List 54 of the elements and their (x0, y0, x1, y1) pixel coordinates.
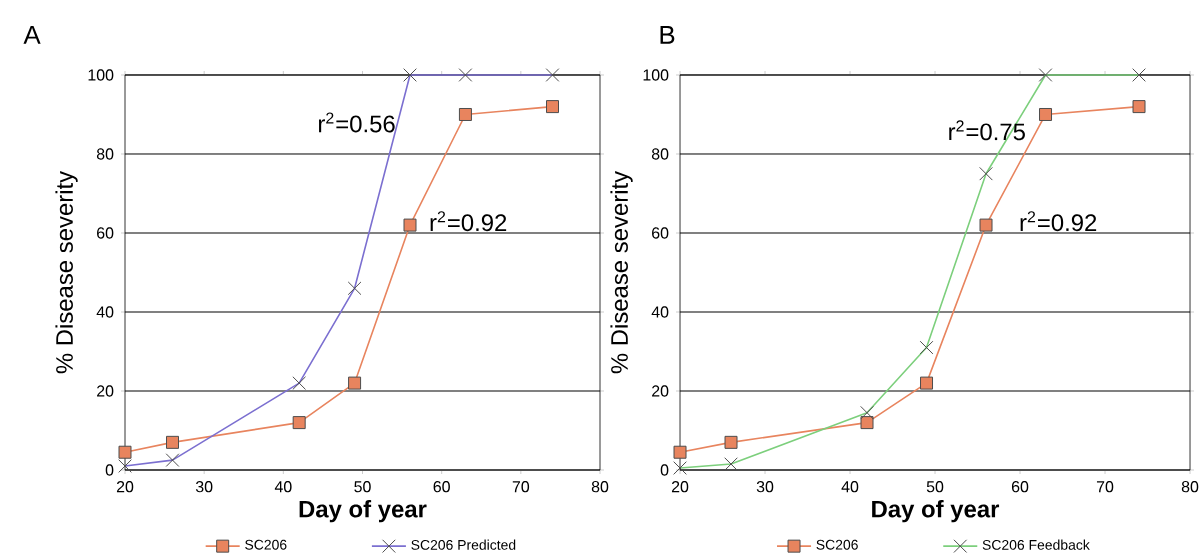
y-tick-label: 20 (97, 385, 114, 397)
y-tick-label: 20 (652, 385, 669, 397)
point (118, 445, 132, 459)
x-tick-label: 20 (671, 481, 689, 493)
annotation: r$^{2}$=0.56 (319, 112, 395, 133)
x-tick-label: 30 (195, 481, 213, 493)
x-axis-title: Day of year (299, 500, 427, 523)
y-tick-label: 0 (105, 464, 114, 476)
x-tick-label: 40 (841, 481, 859, 493)
y-tick-label: 60 (97, 227, 114, 239)
x-tick-label: 50 (926, 481, 944, 493)
y-tick-label: 100 (643, 69, 669, 81)
point (348, 376, 362, 390)
x-tick-label: 50 (354, 481, 371, 493)
y-tick-label: 60 (652, 227, 669, 239)
y-axis-title: % Disease severity (610, 170, 633, 374)
chart-title: B (660, 25, 675, 44)
y-tick-label: 80 (651, 148, 669, 160)
point (1132, 100, 1146, 114)
y-tick-label: 40 (651, 306, 669, 318)
annotation: r$^{2}$=0.92 (430, 211, 507, 232)
y-tick-label: 0 (660, 464, 669, 476)
point (292, 416, 306, 430)
legend-label: SC206 Predicted (411, 539, 516, 550)
point (673, 445, 687, 459)
x-tick-label: 30 (756, 481, 774, 493)
annotation: r$^{2}$=0.92 (1020, 211, 1097, 232)
y-tick-label: 40 (96, 306, 114, 318)
point (860, 416, 874, 430)
legend-label: SC206 Feedback (982, 539, 1090, 550)
point (920, 376, 934, 390)
annotation: r$^{2}$=0.75 (949, 120, 1025, 141)
x-tick-label: 70 (1096, 481, 1114, 493)
y-axis-title: % Disease severity (55, 170, 78, 374)
y-tick-label: 80 (96, 148, 114, 160)
x-tick-label: 40 (274, 481, 292, 493)
x-axis-title: Day of year (872, 500, 1000, 523)
x-tick-label: 60 (433, 481, 450, 493)
legend-label: SC206 (245, 539, 287, 550)
point (458, 107, 472, 121)
x-tick-label: 70 (512, 481, 530, 493)
point (166, 435, 180, 449)
point (979, 218, 993, 232)
point (724, 435, 738, 449)
x-tick-label: 80 (1181, 481, 1199, 493)
point (1039, 107, 1053, 121)
legend-label: SC206 (816, 539, 858, 550)
x-tick-label: 60 (1011, 481, 1029, 493)
chart-title: A (23, 25, 41, 44)
point (403, 218, 417, 232)
x-tick-label: 20 (116, 481, 134, 493)
y-tick-label: 100 (88, 69, 114, 81)
point (546, 100, 559, 114)
x-tick-label: 80 (591, 481, 609, 493)
